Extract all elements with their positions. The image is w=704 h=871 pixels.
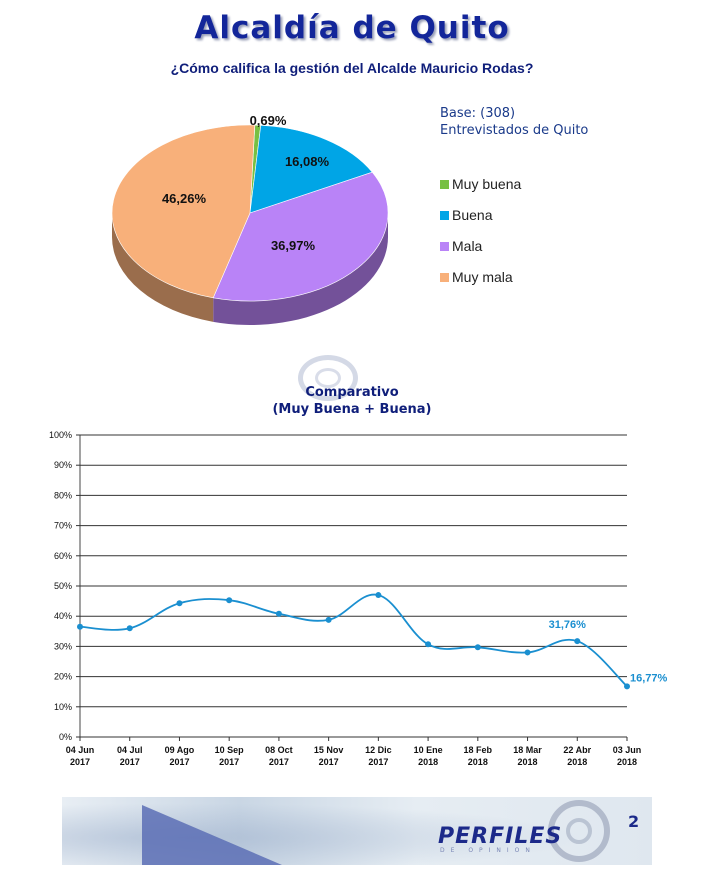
x-tick-year-4: 2017 (269, 757, 289, 767)
comparison-subtitle: (Muy Buena + Buena) (272, 402, 432, 417)
data-point-3 (226, 597, 233, 604)
data-point-8 (474, 644, 481, 651)
x-tick-label-7: 10 Ene (414, 745, 443, 755)
data-point-1 (126, 625, 133, 632)
y-tick-label-4: 40% (54, 611, 72, 621)
x-tick-year-5: 2017 (319, 757, 339, 767)
x-tick-label-0: 04 Jun (66, 745, 95, 755)
x-tick-year-2: 2017 (169, 757, 189, 767)
data-point-10 (574, 638, 581, 645)
x-tick-label-10: 22 Abr (563, 745, 591, 755)
base-description: Entrevistados de Quito (440, 123, 589, 138)
legend-label-mala: Mala (452, 238, 483, 254)
y-tick-label-0: 0% (59, 732, 72, 742)
pie-slice-muy-mala (111, 124, 256, 299)
pie-side-2 (213, 213, 388, 325)
x-tick-label-4: 08 Oct (265, 745, 293, 755)
legend-swatch-buena (440, 210, 449, 220)
watermark-inner-ring-icon (315, 368, 341, 388)
legend-swatch-muy-mala (440, 272, 449, 282)
y-tick-label-5: 50% (54, 581, 72, 591)
legend-item-muy-buena: Muy buena (440, 176, 521, 192)
x-tick-year-3: 2017 (219, 757, 239, 767)
data-point-2 (176, 600, 183, 607)
x-tick-label-6: 12 Dic (365, 745, 392, 755)
x-tick-year-1: 2017 (120, 757, 140, 767)
pie-chart: 0,69% 16,08% 36,97% 46,26% (111, 113, 389, 325)
y-tick-label-9: 90% (54, 460, 72, 470)
y-tick-label-6: 60% (54, 551, 72, 561)
survey-question: ¿Cómo califica la gestión del Alcalde Ma… (170, 60, 534, 76)
x-tick-year-6: 2017 (368, 757, 388, 767)
y-tick-label-7: 70% (54, 521, 72, 531)
legend-label-buena: Buena (452, 207, 493, 223)
y-tick-label-1: 10% (54, 702, 72, 712)
x-tick-year-9: 2018 (518, 757, 538, 767)
x-tick-year-7: 2018 (418, 757, 438, 767)
x-tick-label-9: 18 Mar (513, 745, 542, 755)
pie-label-3: 46,26% (162, 191, 207, 206)
legend-item-muy-mala: Muy mala (440, 269, 513, 285)
page-title: Alcaldía de Quito (194, 10, 510, 46)
base-info: Base: (308) Entrevistados de Quito (440, 105, 588, 139)
x-tick-year-0: 2017 (70, 757, 90, 767)
data-point-0 (77, 623, 83, 630)
y-tick-label-3: 30% (54, 641, 72, 651)
legend-swatch-muy-buena (440, 179, 449, 189)
pie-slice-mala (212, 171, 389, 302)
legend-item-mala: Mala (440, 238, 482, 254)
x-tick-label-11: 03 Jun (613, 745, 642, 755)
logo-ring-icon (548, 800, 610, 862)
x-tick-label-5: 15 Nov (314, 745, 344, 755)
data-point-4 (275, 610, 282, 617)
brand-logo: PERFILES (438, 824, 563, 849)
watermark-ring-icon (298, 355, 358, 401)
brand-tagline: DE OPINION (440, 847, 536, 854)
logo-inner-ring-icon (566, 818, 592, 844)
x-tick-label-3: 10 Sep (215, 745, 245, 755)
pie-label-2: 36,97% (271, 238, 316, 253)
pie-label-0: 0,69% (250, 113, 287, 128)
base-count: Base: (308) (440, 106, 516, 121)
data-point-11 (624, 683, 630, 690)
x-tick-year-11: 2018 (617, 757, 637, 767)
legend-swatch-mala (440, 241, 449, 251)
data-point-7 (425, 641, 432, 648)
x-tick-label-1: 04 Jul (117, 745, 143, 755)
pie-side-3 (112, 213, 214, 322)
x-tick-label-8: 18 Feb (464, 745, 493, 755)
x-tick-year-10: 2018 (567, 757, 587, 767)
x-tick-label-2: 09 Ago (165, 745, 195, 755)
data-label-1: 16,77% (630, 672, 668, 684)
data-point-5 (325, 616, 332, 623)
data-point-6 (375, 592, 382, 599)
pie-slice-buena (249, 124, 373, 214)
line-chart: 0% 10% 20% 30% 40% 50% 60% 70% 80% 90% 100% 04 Jun 2… (49, 430, 668, 767)
series-line (79, 593, 628, 688)
legend-item-buena: Buena (440, 207, 492, 223)
footer-triangle-shape (142, 805, 282, 865)
legend-label-muy-buena: Muy buena (452, 176, 522, 192)
y-tick-label-8: 80% (54, 490, 72, 500)
page-number: 2 (628, 812, 640, 831)
x-tick-year-8: 2018 (468, 757, 488, 767)
legend-label-muy-mala: Muy mala (452, 269, 513, 285)
y-tick-label-2: 20% (54, 672, 72, 682)
data-point-9 (524, 649, 531, 656)
y-tick-label-10: 100% (49, 430, 72, 440)
data-label-0: 31,76% (549, 619, 587, 631)
comparison-title: Comparativo (305, 385, 399, 400)
pie-label-1: 16,08% (285, 154, 330, 169)
